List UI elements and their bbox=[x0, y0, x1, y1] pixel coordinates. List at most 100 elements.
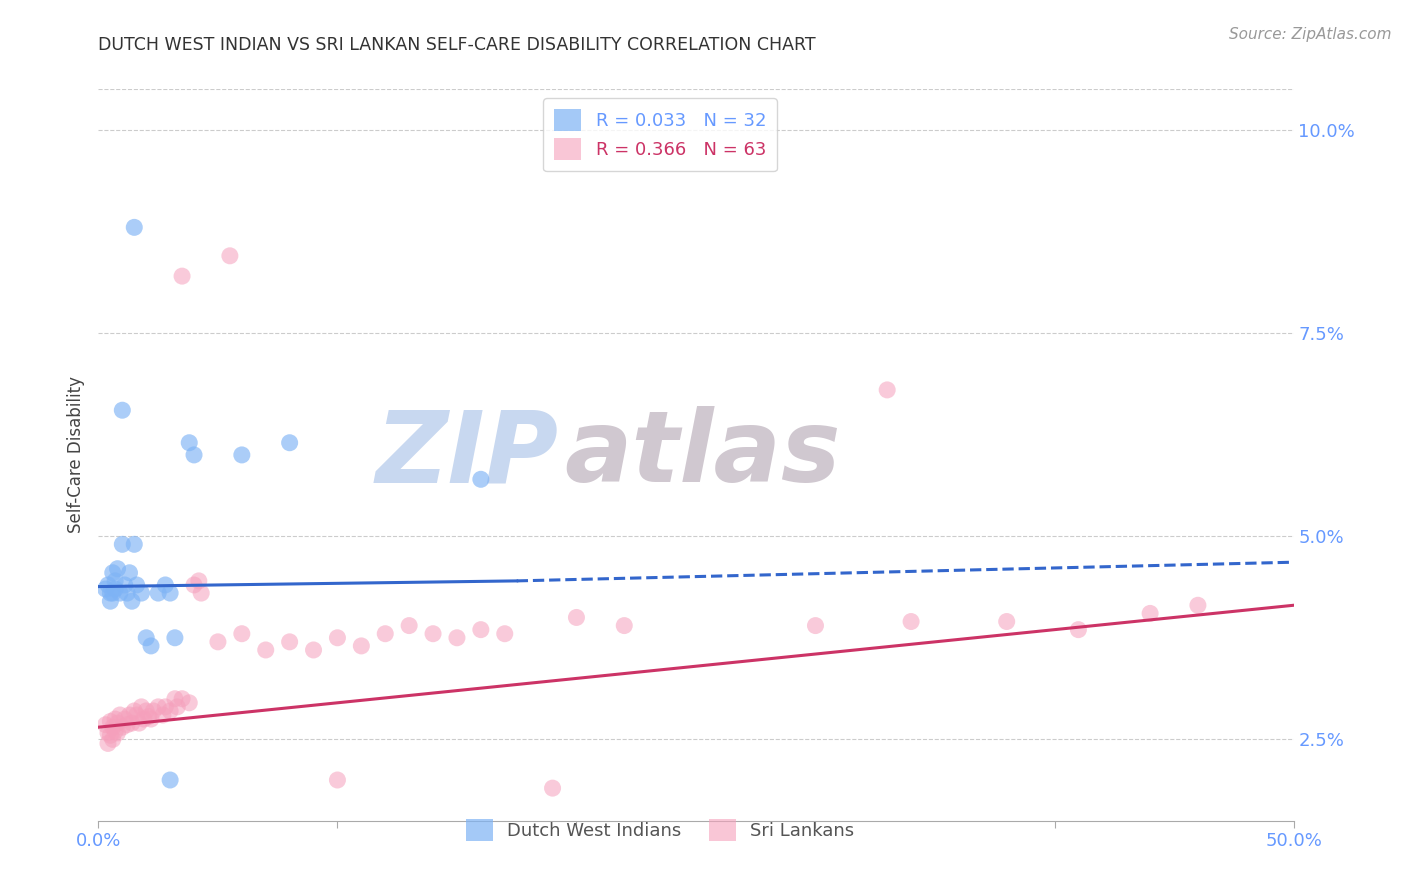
Point bbox=[111, 537, 134, 551]
Point bbox=[124, 537, 146, 551]
Point bbox=[104, 574, 127, 588]
Point bbox=[98, 714, 122, 729]
Point bbox=[124, 220, 146, 235]
Point bbox=[101, 720, 124, 734]
Point bbox=[398, 618, 420, 632]
Point bbox=[155, 578, 177, 592]
Point bbox=[98, 586, 122, 600]
Point bbox=[172, 691, 194, 706]
Point bbox=[159, 772, 181, 787]
Point bbox=[152, 708, 174, 723]
Point bbox=[131, 586, 153, 600]
Point bbox=[135, 631, 157, 645]
Point bbox=[179, 435, 201, 450]
Point bbox=[326, 631, 349, 645]
Point bbox=[142, 704, 165, 718]
Point bbox=[131, 699, 153, 714]
Point bbox=[108, 708, 131, 723]
Point bbox=[159, 586, 181, 600]
Point bbox=[172, 269, 194, 284]
Point bbox=[231, 448, 253, 462]
Point bbox=[125, 708, 148, 723]
Point bbox=[190, 586, 212, 600]
Point bbox=[101, 586, 124, 600]
Point bbox=[446, 631, 468, 645]
Point bbox=[995, 615, 1018, 629]
Point bbox=[104, 582, 127, 596]
Point bbox=[183, 448, 205, 462]
Point bbox=[1139, 607, 1161, 621]
Text: DUTCH WEST INDIAN VS SRI LANKAN SELF-CARE DISABILITY CORRELATION CHART: DUTCH WEST INDIAN VS SRI LANKAN SELF-CAR… bbox=[98, 36, 815, 54]
Point bbox=[278, 435, 301, 450]
Point bbox=[148, 699, 170, 714]
Point bbox=[231, 626, 253, 640]
Point bbox=[187, 574, 209, 588]
Point bbox=[118, 708, 141, 723]
Point bbox=[124, 704, 146, 718]
Point bbox=[97, 736, 120, 750]
Point bbox=[114, 712, 136, 726]
Point bbox=[115, 586, 138, 600]
Point bbox=[159, 704, 181, 718]
Point bbox=[121, 594, 143, 608]
Point bbox=[139, 712, 162, 726]
Point bbox=[111, 403, 134, 417]
Point bbox=[108, 586, 131, 600]
Point bbox=[132, 712, 155, 726]
Point bbox=[107, 726, 129, 740]
Point bbox=[219, 249, 242, 263]
Point bbox=[97, 578, 120, 592]
Point bbox=[179, 696, 201, 710]
Point bbox=[374, 626, 396, 640]
Point bbox=[121, 716, 143, 731]
Point bbox=[163, 631, 186, 645]
Point bbox=[118, 566, 141, 580]
Point bbox=[148, 586, 170, 600]
Point bbox=[138, 709, 160, 723]
Point bbox=[541, 781, 564, 796]
Point bbox=[111, 720, 134, 734]
Point bbox=[494, 626, 516, 640]
Point bbox=[900, 615, 922, 629]
Point bbox=[804, 618, 827, 632]
Point bbox=[139, 639, 162, 653]
Point bbox=[207, 635, 229, 649]
Point bbox=[302, 643, 325, 657]
Point bbox=[183, 578, 205, 592]
Point bbox=[470, 472, 492, 486]
Point bbox=[613, 618, 636, 632]
Text: atlas: atlas bbox=[565, 407, 841, 503]
Point bbox=[565, 610, 588, 624]
Point bbox=[254, 643, 277, 657]
Text: Source: ZipAtlas.com: Source: ZipAtlas.com bbox=[1229, 27, 1392, 42]
Point bbox=[1067, 623, 1090, 637]
Point bbox=[101, 732, 124, 747]
Point bbox=[98, 594, 122, 608]
Point bbox=[135, 704, 157, 718]
Point bbox=[166, 699, 188, 714]
Point bbox=[278, 635, 301, 649]
Point bbox=[97, 726, 120, 740]
Point bbox=[101, 566, 124, 580]
Point bbox=[163, 691, 186, 706]
Point bbox=[470, 623, 492, 637]
Point bbox=[94, 582, 117, 596]
Point bbox=[94, 717, 117, 731]
Point bbox=[155, 699, 177, 714]
Point bbox=[114, 578, 136, 592]
Point bbox=[128, 716, 150, 731]
Point bbox=[107, 562, 129, 576]
Legend: Dutch West Indians, Sri Lankans: Dutch West Indians, Sri Lankans bbox=[456, 808, 865, 852]
Text: ZIP: ZIP bbox=[375, 407, 558, 503]
Point bbox=[104, 724, 127, 739]
Y-axis label: Self-Care Disability: Self-Care Disability bbox=[66, 376, 84, 533]
Point bbox=[104, 712, 127, 726]
Point bbox=[350, 639, 373, 653]
Point bbox=[125, 578, 148, 592]
Point bbox=[422, 626, 444, 640]
Point bbox=[107, 716, 129, 731]
Point bbox=[876, 383, 898, 397]
Point bbox=[115, 717, 138, 731]
Point bbox=[1187, 599, 1209, 613]
Point bbox=[326, 772, 349, 787]
